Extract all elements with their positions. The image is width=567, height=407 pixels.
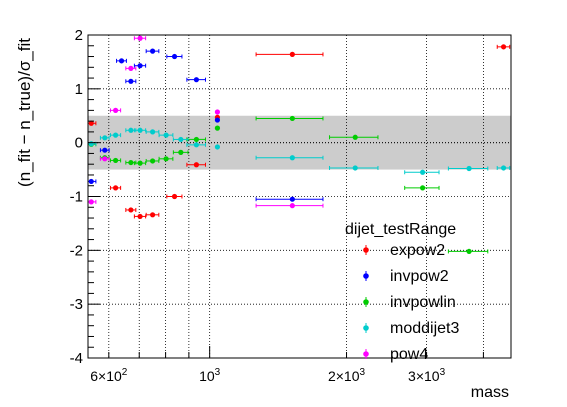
series-expow2 [88,44,511,220]
y-axis-label: (n_fit − n_true)/σ_fit [15,38,34,187]
data-point [112,132,119,138]
data-point [150,48,156,54]
data-point [137,213,143,220]
data-point [163,156,169,162]
legend-label: expow2 [390,242,445,259]
x-tick-label: 6×102 [90,367,128,384]
data-point [112,107,119,113]
x-tick-label: 2×103 [328,367,366,384]
data-point [178,149,184,155]
data-point [112,185,119,191]
data-point [289,51,295,57]
data-point [128,127,134,133]
data-point [150,158,156,164]
data-point [88,199,94,205]
x-axis-label: mass [471,384,509,401]
data-point [88,178,94,185]
legend-item-pow4: pow4 [363,346,428,363]
legend-label: pow4 [390,346,428,363]
series-pow4 [88,35,324,209]
data-point [88,120,94,126]
series-moddijet3 [88,127,511,175]
legend-item-invpow2: invpow2 [363,268,449,285]
y-tick-label: 0 [75,135,83,152]
data-point [352,165,358,171]
data-point [420,185,426,191]
legend-marker [363,247,369,253]
data-point [193,162,199,168]
data-point [102,156,108,162]
data-point [289,203,295,209]
y-tick-label: 1 [75,81,83,98]
legend-label: invpowlin [390,294,456,311]
data-point [137,63,143,69]
legend-marker [363,273,369,279]
y-tick-label: -2 [70,242,83,259]
data-point [214,125,221,131]
legend-marker [363,299,369,305]
y-tick-label: -3 [70,296,83,313]
data-point [102,135,108,141]
legend-marker [363,351,369,357]
data-point [171,193,178,200]
legend-title: dijet_testRange [345,221,456,238]
series-invpowlin [88,115,489,255]
y-tick-label: -4 [70,350,83,367]
data-point [118,58,125,64]
y-tick-label: 2 [75,27,83,44]
data-point [102,147,108,153]
data-point [128,65,134,71]
y-tick-label: -1 [70,189,83,206]
data-point [163,132,169,138]
data-point [214,117,221,123]
data-point [466,165,472,172]
legend-item-invpowlin: invpowlin [363,294,456,311]
data-point [137,35,143,41]
data-point [171,53,178,60]
data-point [214,109,221,115]
data-point [420,169,426,175]
tick-layer: 2 1 0 -1 -2 -3 -4 6×102 103 2×103 3×103 [70,27,484,384]
data-point [193,136,199,143]
x-tick-label: 103 [199,367,221,384]
legend-item-moddijet3: moddijet3 [363,320,459,337]
legend: dijet_testRange expow2 invpow2 invpowlin mo… [345,221,459,363]
legend-item-expow2: expow2 [363,242,445,259]
data-point [466,248,472,255]
data-point [214,144,221,150]
data-point [128,207,134,213]
data-point [193,142,199,148]
data-point [289,196,295,202]
legend-marker [363,325,369,331]
series-invpow2 [88,48,324,202]
data-point [128,159,134,166]
data-point [150,212,156,218]
data-point [500,44,507,50]
data-point [352,134,358,140]
data-point [289,155,295,161]
data-point [193,77,199,83]
data-point [289,115,295,122]
data-point [150,129,156,135]
data-point [500,165,507,171]
data-point [128,78,134,84]
data-point [88,141,94,147]
x-tick-label: 3×103 [408,367,446,384]
data-point [137,127,143,133]
legend-label: invpow2 [390,268,449,285]
data-point [137,160,143,166]
legend-label: moddijet3 [390,320,459,337]
data-layer [88,35,511,255]
data-point [178,136,184,143]
data-point [112,157,119,164]
